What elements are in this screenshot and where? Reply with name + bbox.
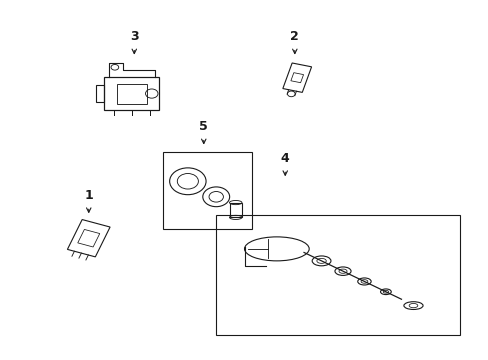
Bar <box>96 85 104 102</box>
Text: 2: 2 <box>290 31 299 44</box>
Text: 4: 4 <box>280 152 289 165</box>
Bar <box>229 203 242 217</box>
Bar <box>163 152 251 229</box>
Bar <box>215 215 459 335</box>
Text: 1: 1 <box>84 189 93 202</box>
Bar <box>104 77 159 110</box>
Bar <box>117 84 147 104</box>
Text: 5: 5 <box>199 121 208 134</box>
Text: 3: 3 <box>130 31 138 44</box>
